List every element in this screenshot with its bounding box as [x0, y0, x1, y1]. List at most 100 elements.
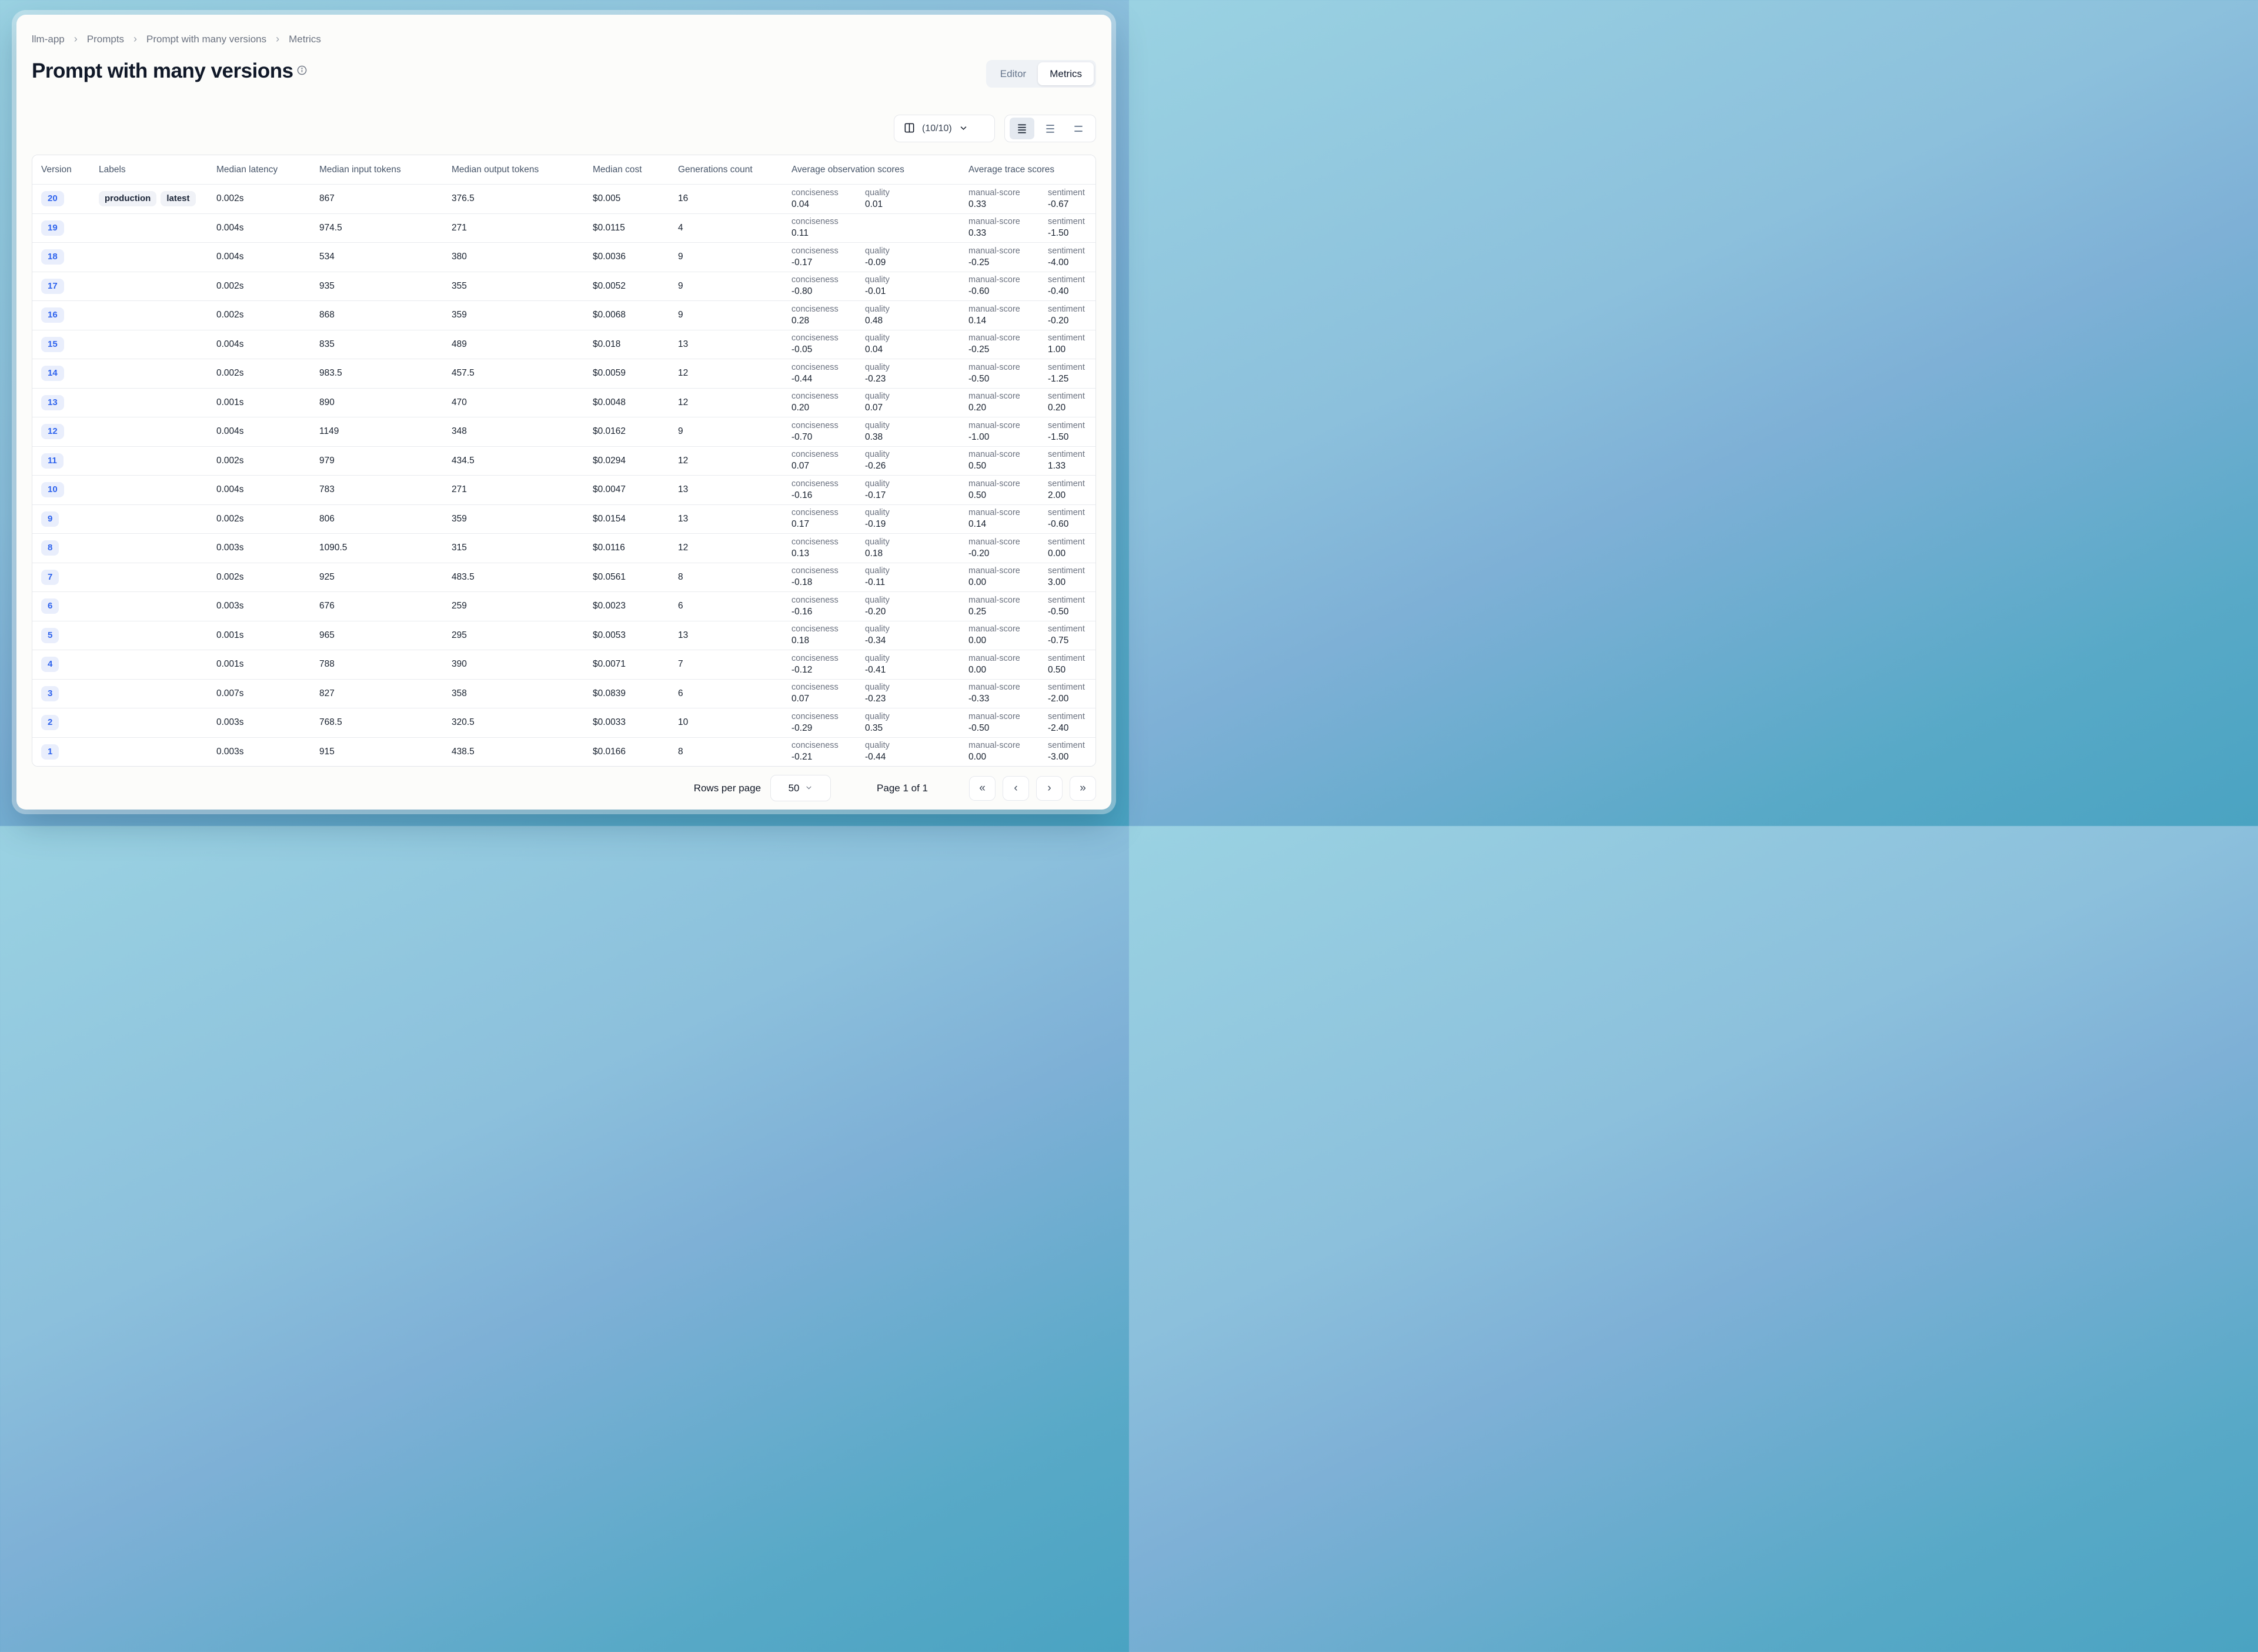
generations-count-cell: 13 — [678, 484, 689, 495]
score-name: manual-score — [968, 333, 1020, 343]
table-row[interactable]: 16 0.002s 868 359 $0.0068 9 conciseness 0.28 qua… — [32, 300, 1095, 330]
median-cost-cell: $0.0059 — [593, 368, 626, 379]
version-badge[interactable]: 4 — [41, 657, 59, 673]
table-row[interactable]: 14 0.002s 983.5 457.5 $0.0059 12 conciseness -0… — [32, 359, 1095, 388]
version-badge[interactable]: 1 — [41, 744, 59, 760]
score-value: 0.38 — [865, 432, 883, 442]
version-cell: 8 — [32, 540, 90, 556]
version-badge[interactable]: 2 — [41, 715, 59, 731]
table-row[interactable]: 10 0.004s 783 271 $0.0047 13 conciseness -0.16 q… — [32, 475, 1095, 504]
version-badge[interactable]: 15 — [41, 336, 64, 352]
version-badge[interactable]: 19 — [41, 220, 64, 236]
version-badge[interactable]: 9 — [41, 511, 59, 527]
table-row[interactable]: 15 0.004s 835 489 $0.018 13 conciseness -0.05 qu… — [32, 329, 1095, 359]
score-name: quality — [865, 246, 890, 256]
table-row[interactable]: 20 production latest 0.002s 867 376.5 $0.005 16… — [32, 184, 1095, 213]
table-row[interactable]: 2 0.003s 768.5 320.5 $0.0033 10 conciseness -0.… — [32, 708, 1095, 737]
median-latency-cell: 0.001s — [216, 659, 244, 670]
score: quality 0.48 — [865, 304, 890, 327]
version-badge[interactable]: 10 — [41, 482, 64, 498]
score-value: -0.16 — [791, 490, 813, 500]
first-page-button[interactable]: « — [969, 775, 996, 801]
table-row[interactable]: 4 0.001s 788 390 $0.0071 7 conciseness -0.12 qua… — [32, 650, 1095, 679]
row-height-large-button[interactable] — [1066, 118, 1091, 139]
column-header-median-latency[interactable]: Median latency — [216, 164, 278, 175]
version-badge[interactable]: 20 — [41, 191, 64, 207]
column-header-median-output-tokens[interactable]: Median output tokens — [452, 164, 539, 175]
median-input-tokens-cell: 868 — [319, 310, 335, 320]
median-cost-cell: $0.0048 — [593, 397, 626, 407]
next-page-button[interactable]: › — [1036, 775, 1063, 801]
table-row[interactable]: 9 0.002s 806 359 $0.0154 13 conciseness 0.17 qua… — [32, 504, 1095, 533]
score-name: conciseness — [791, 362, 839, 372]
table-row[interactable]: 19 0.004s 974.5 271 $0.0115 4 conciseness 0.11 m… — [32, 213, 1095, 242]
column-header-generations-count[interactable]: Generations count — [678, 164, 753, 175]
version-cell: 16 — [32, 307, 90, 323]
column-header-median-cost[interactable]: Median cost — [593, 164, 642, 175]
table-row[interactable]: 11 0.002s 979 434.5 $0.0294 12 conciseness 0.07… — [32, 446, 1095, 475]
score-name: conciseness — [791, 420, 839, 430]
score: conciseness -0.44 — [791, 362, 865, 385]
score-name: sentiment — [1048, 333, 1085, 343]
version-badge[interactable]: 13 — [41, 394, 64, 410]
score: sentiment 3.00 — [1048, 566, 1085, 588]
median-output-tokens-cell: 320.5 — [452, 717, 475, 728]
version-badge[interactable]: 18 — [41, 249, 64, 265]
table-row[interactable]: 5 0.001s 965 295 $0.0053 13 conciseness 0.18 qua… — [32, 620, 1095, 650]
column-header-avg-trace-scores[interactable]: Average trace scores — [968, 164, 1055, 175]
row-height-small-button[interactable] — [1010, 118, 1034, 139]
last-page-button[interactable]: » — [1070, 775, 1096, 801]
score-value: -0.12 — [791, 664, 813, 675]
version-badge[interactable]: 12 — [41, 424, 64, 440]
score-value: -0.75 — [1048, 636, 1069, 646]
version-badge[interactable]: 3 — [41, 685, 59, 701]
row-height-medium-button[interactable] — [1038, 118, 1063, 139]
table-footer: Rows per page 50 Page 1 of 1 « ‹ › » — [32, 774, 1096, 802]
version-badge[interactable]: 8 — [41, 540, 59, 556]
tab-editor[interactable]: Editor — [988, 62, 1038, 85]
previous-page-button[interactable]: ‹ — [1003, 775, 1029, 801]
tab-metrics[interactable]: Metrics — [1038, 62, 1094, 85]
version-badge[interactable]: 6 — [41, 598, 59, 614]
column-visibility-button[interactable]: (10/10) — [894, 115, 995, 142]
breadcrumb-item-project[interactable]: llm-app — [32, 34, 65, 45]
version-badge[interactable]: 14 — [41, 366, 64, 382]
rows-per-page-select[interactable]: 50 — [770, 775, 831, 801]
table-row[interactable]: 1 0.003s 915 438.5 $0.0166 8 conciseness -0.21 q… — [32, 737, 1095, 766]
score-name: conciseness — [791, 304, 839, 314]
table-row[interactable]: 7 0.002s 925 483.5 $0.0561 8 conciseness -0.18 q… — [32, 562, 1095, 591]
column-header-version[interactable]: Version — [41, 164, 72, 175]
median-latency-cell: 0.003s — [216, 717, 244, 728]
rows-per-page-label: Rows per page — [693, 782, 761, 794]
score-name: sentiment — [1048, 362, 1085, 372]
table-row[interactable]: 17 0.002s 935 355 $0.0052 9 conciseness -0.80 qu… — [32, 271, 1095, 300]
table-row[interactable]: 6 0.003s 676 259 $0.0023 6 conciseness -0.16 qua… — [32, 591, 1095, 621]
table-row[interactable]: 13 0.001s 890 470 $0.0048 12 conciseness 0.20 qu… — [32, 387, 1095, 417]
breadcrumb-item-prompts[interactable]: Prompts — [86, 34, 125, 45]
table-row[interactable]: 18 0.004s 534 380 $0.0036 9 conciseness -0.17 qu… — [32, 242, 1095, 272]
column-header-avg-observation-scores[interactable]: Average observation scores — [791, 164, 904, 175]
median-input-tokens-cell: 806 — [319, 513, 335, 524]
version-badge[interactable]: 11 — [41, 453, 64, 469]
table-row[interactable]: 3 0.007s 827 358 $0.0839 6 conciseness 0.07 qual… — [32, 678, 1095, 708]
version-badge[interactable]: 7 — [41, 569, 59, 585]
score-name: sentiment — [1048, 479, 1085, 489]
version-badge[interactable]: 17 — [41, 278, 64, 294]
trace-scores-cell: manual-score 0.50 sentiment 2.00 — [960, 479, 1095, 501]
version-badge[interactable]: 5 — [41, 627, 59, 643]
table-row[interactable]: 12 0.004s 1149 348 $0.0162 9 conciseness -0.70 q… — [32, 417, 1095, 446]
score: sentiment -1.50 — [1048, 216, 1085, 239]
table-row[interactable]: 8 0.003s 1090.5 315 $0.0116 12 conciseness 0.13… — [32, 533, 1095, 563]
score-name: sentiment — [1048, 653, 1085, 663]
main-panel: llm-app › Prompts › Prompt with many ver… — [16, 15, 1111, 810]
score-name: manual-score — [968, 683, 1020, 693]
median-cost-cell: $0.0047 — [593, 484, 626, 495]
column-header-median-input-tokens[interactable]: Median input tokens — [319, 164, 401, 175]
breadcrumb-item-prompt[interactable]: Prompt with many versions — [146, 34, 267, 45]
version-badge[interactable]: 16 — [41, 307, 64, 323]
info-icon[interactable] — [297, 57, 307, 81]
score-name: sentiment — [1048, 711, 1085, 721]
score: conciseness 0.11 — [791, 216, 865, 239]
column-header-labels[interactable]: Labels — [99, 164, 126, 175]
breadcrumb-item-metrics[interactable]: Metrics — [289, 34, 321, 45]
